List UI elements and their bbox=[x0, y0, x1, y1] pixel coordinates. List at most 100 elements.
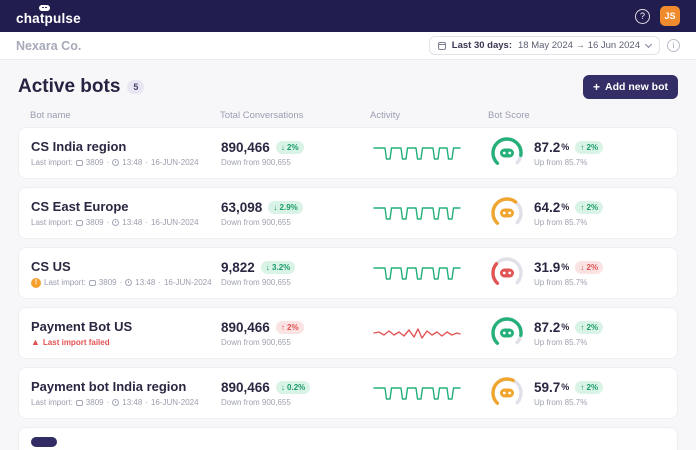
clock-icon bbox=[112, 219, 120, 226]
avatar[interactable]: JS bbox=[660, 6, 680, 26]
info-icon[interactable]: i bbox=[667, 39, 680, 52]
import-id: 3809 bbox=[85, 158, 104, 167]
score-subtext: Up from 85.7% bbox=[534, 277, 588, 287]
score-delta-badge: ↑ 2% bbox=[575, 140, 604, 154]
conversations-delta-badge: ↓ 3.2% bbox=[260, 260, 296, 274]
last-import-label: Last import: bbox=[44, 278, 86, 287]
conversations-subtext: Down from 900,655 bbox=[221, 397, 291, 407]
last-import-info: Last import: 3809 · 13:48 · 16-JUN-2024 bbox=[31, 158, 221, 167]
separator-dot: · bbox=[158, 278, 161, 287]
column-bot-name: Bot name bbox=[30, 110, 71, 121]
plus-icon: + bbox=[592, 80, 600, 94]
activity-sparkline bbox=[373, 267, 461, 280]
chat-count-icon bbox=[75, 159, 83, 166]
last-import-label: Last import: bbox=[31, 398, 73, 407]
conversations-count: 890,466 bbox=[221, 379, 270, 395]
bot-row[interactable]: CS US ! Last import: 3809 · 13:48 · 16-J… bbox=[18, 247, 678, 299]
conversations-delta-badge: ↓ 0.2% bbox=[275, 380, 311, 394]
last-import-failed-info: ▲ Last import failed bbox=[31, 337, 221, 348]
brand-text: chatpulse bbox=[16, 10, 81, 26]
conversations-subtext: Down from 900,655 bbox=[221, 157, 291, 167]
add-new-bot-button[interactable]: + Add new bot bbox=[582, 75, 678, 99]
chat-count-icon bbox=[88, 279, 96, 286]
conversations-delta-badge: ↑ 2% bbox=[275, 320, 304, 334]
page-title: Active bots bbox=[18, 76, 121, 97]
clock-icon bbox=[125, 279, 133, 286]
bot-score-value: 87.2 bbox=[534, 139, 561, 155]
bot-row[interactable]: Payment bot India region Last import: 38… bbox=[18, 367, 678, 419]
bot-score-value: 64.2 bbox=[534, 199, 561, 215]
company-name: Nexara Co. bbox=[16, 38, 82, 53]
score-subtext: Up from 85.7% bbox=[534, 337, 588, 347]
percent-sign: % bbox=[561, 142, 570, 152]
bot-row[interactable]: CS East Europe Last import: 3809 · 13:48… bbox=[18, 187, 678, 239]
bot-score-gauge-icon bbox=[491, 137, 523, 169]
bot-score-gauge-icon bbox=[491, 257, 523, 289]
bot-row-partial[interactable] bbox=[18, 427, 678, 450]
import-date: 16-JUN-2024 bbox=[150, 158, 199, 167]
conversations-subtext: Down from 900,655 bbox=[221, 337, 291, 347]
score-subtext: Up from 85.7% bbox=[534, 157, 588, 167]
add-new-bot-label: Add new bot bbox=[605, 81, 668, 93]
score-delta-badge: ↑ 2% bbox=[575, 380, 604, 394]
import-time: 13:48 bbox=[122, 158, 143, 167]
bot-name[interactable]: Payment bot India region bbox=[31, 379, 187, 394]
conversations-delta-badge: ↓ 2% bbox=[275, 140, 304, 154]
bot-score-gauge-icon bbox=[491, 317, 523, 349]
sub-header: Nexara Co. Last 30 days: 18 May 2024 → 1… bbox=[0, 32, 696, 60]
chat-count-icon bbox=[75, 399, 83, 406]
percent-sign: % bbox=[561, 322, 570, 332]
column-total-conversations: Total Conversations bbox=[220, 110, 304, 121]
last-import-info: Last import: 3809 · 13:48 · 16-JUN-2024 bbox=[31, 218, 221, 227]
percent-sign: % bbox=[561, 262, 570, 272]
score-subtext: Up from 85.7% bbox=[534, 217, 588, 227]
bot-name[interactable]: CS US bbox=[31, 258, 71, 274]
error-triangle-icon: ▲ bbox=[31, 337, 40, 347]
bot-score-value: 59.7 bbox=[534, 379, 561, 395]
import-id: 3809 bbox=[85, 398, 104, 407]
chatpulse-logo-icon bbox=[39, 4, 50, 11]
bot-row[interactable]: Payment Bot US ▲ Last import failed 890,… bbox=[18, 307, 678, 359]
top-navbar: chatpulse ? JS bbox=[0, 0, 696, 32]
score-subtext: Up from 85.7% bbox=[534, 397, 588, 407]
date-range-label: Last 30 days: bbox=[451, 40, 512, 51]
date-range-picker[interactable]: Last 30 days: 18 May 2024 → 16 Jun 2024 bbox=[428, 36, 660, 55]
clock-icon bbox=[112, 159, 120, 166]
clock-icon bbox=[112, 399, 120, 406]
activity-sparkline bbox=[373, 387, 461, 400]
import-time: 13:48 bbox=[135, 278, 156, 287]
conversations-count: 890,466 bbox=[221, 319, 270, 335]
separator-dot: · bbox=[106, 218, 110, 227]
conversations-subtext: Down from 900,655 bbox=[221, 217, 291, 227]
import-date: 16-JUN-2024 bbox=[150, 218, 199, 227]
active-bots-count-badge: 5 bbox=[127, 80, 145, 94]
import-time: 13:48 bbox=[122, 398, 143, 407]
separator-dot: · bbox=[145, 158, 148, 167]
conversations-count: 890,466 bbox=[221, 139, 270, 155]
import-time: 13:48 bbox=[122, 218, 143, 227]
bot-name[interactable]: CS India region bbox=[31, 139, 127, 154]
percent-sign: % bbox=[561, 202, 570, 212]
date-range-value: 18 May 2024 → 16 Jun 2024 bbox=[517, 40, 640, 51]
score-delta-badge: ↓ 2% bbox=[575, 260, 604, 274]
chevron-down-icon bbox=[644, 40, 653, 49]
column-activity: Activity bbox=[370, 110, 401, 121]
percent-sign: % bbox=[561, 382, 570, 392]
score-delta-badge: ↑ 2% bbox=[575, 320, 604, 334]
bot-row[interactable]: CS India region Last import: 3809 · 13:4… bbox=[18, 127, 678, 179]
conversations-subtext: Down from 900,655 bbox=[221, 277, 291, 287]
bot-name[interactable]: Payment Bot US bbox=[31, 319, 133, 334]
warning-icon: ! bbox=[31, 277, 41, 288]
column-bot-score: Bot Score bbox=[488, 110, 530, 121]
conversations-delta-badge: ↓ 2.9% bbox=[268, 200, 303, 214]
import-date: 16-JUN-2024 bbox=[150, 398, 199, 407]
activity-sparkline bbox=[373, 328, 461, 339]
activity-sparkline bbox=[373, 207, 461, 220]
conversations-count: 63,098 bbox=[221, 199, 263, 215]
bot-score-value: 31.9 bbox=[534, 259, 561, 275]
bot-name[interactable]: CS East Europe bbox=[31, 199, 129, 214]
help-icon[interactable]: ? bbox=[635, 8, 650, 24]
separator-dot: · bbox=[106, 158, 110, 167]
last-import-label: Last import: bbox=[31, 218, 73, 227]
bot-score-value: 87.2 bbox=[534, 319, 561, 335]
